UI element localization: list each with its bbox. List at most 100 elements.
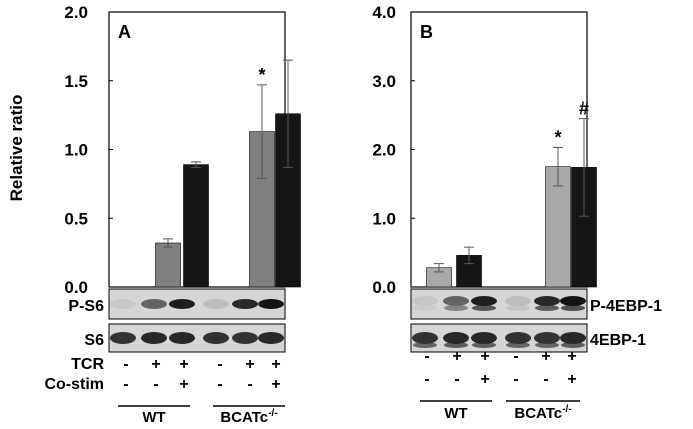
blot-band xyxy=(141,332,167,344)
western-blot-s6 xyxy=(108,323,286,353)
y-tick-label: 1.0 xyxy=(64,141,88,160)
y-tick-label: 3.0 xyxy=(372,72,396,91)
blot-band xyxy=(506,342,530,348)
condition-sign: + xyxy=(271,376,280,393)
blot-band xyxy=(444,305,468,311)
blot-band xyxy=(203,332,229,344)
plot-frame xyxy=(410,11,588,288)
y-tick-label: 0.0 xyxy=(372,278,396,297)
blot-band xyxy=(258,299,284,309)
blot-band xyxy=(203,299,229,309)
blot-band xyxy=(561,342,585,348)
blot-band xyxy=(535,305,559,311)
condition-sign: + xyxy=(541,348,550,365)
bar xyxy=(545,166,571,288)
condition-sign: - xyxy=(513,371,518,388)
condition-sign: - xyxy=(543,371,548,388)
group-label-ko-text: BCATc xyxy=(220,409,268,426)
blot-label-s6: S6 xyxy=(84,332,104,349)
condition-sign: - xyxy=(247,376,252,393)
blot-band xyxy=(505,296,531,306)
blot-band xyxy=(413,305,437,311)
condition-sign: - xyxy=(513,348,518,365)
tcr-label: TCR xyxy=(71,356,104,373)
blot-band xyxy=(534,296,560,306)
condition-sign: + xyxy=(179,356,188,373)
condition-sign: + xyxy=(452,348,461,365)
condition-sign: - xyxy=(217,356,222,373)
condition-signs: - + + - + + - - + - - + xyxy=(123,356,280,393)
blot-band xyxy=(443,296,469,306)
western-blot-p-s6 xyxy=(108,288,286,320)
western-blot-4ebp-1 xyxy=(410,323,588,353)
y-tick-label: 0.0 xyxy=(64,278,88,297)
blot-band xyxy=(561,305,585,311)
blot-band xyxy=(560,296,586,306)
condition-sign: + xyxy=(245,356,254,373)
bar xyxy=(183,164,209,288)
y-axis-label: Relative ratio xyxy=(7,95,26,202)
condition-signs: - + + - + + - - + - - + xyxy=(424,348,576,388)
panel-b: 0.0 1.0 2.0 3.0 4.0 B *# P-4EBP-1 4EBP-1 - + +… xyxy=(372,3,662,422)
blot-band xyxy=(169,299,195,309)
y-tick-label: 2.0 xyxy=(64,3,88,22)
significance-mark: * xyxy=(258,65,265,85)
condition-sign: - xyxy=(424,371,429,388)
western-blot-p-4ebp-1 xyxy=(410,288,588,320)
blot-band xyxy=(535,342,559,348)
blot-band xyxy=(506,305,530,311)
blot-band xyxy=(443,332,469,344)
y-tick-label: 2.0 xyxy=(372,141,396,160)
panel-label: B xyxy=(420,22,433,42)
group-label-ko: BCATc-/- xyxy=(220,408,277,426)
blot-label-p-s6: P-S6 xyxy=(68,298,104,315)
significance-mark: * xyxy=(554,127,561,147)
y-tick-label: 0.5 xyxy=(64,209,88,228)
y-tick-labels: 0.0 0.5 1.0 1.5 2.0 xyxy=(64,3,113,297)
blot-band xyxy=(258,332,284,344)
blot-band xyxy=(412,296,438,306)
group-label-ko-superscript: -/- xyxy=(268,408,277,419)
blot-band xyxy=(169,332,195,344)
condition-sign: + xyxy=(480,348,489,365)
condition-sign: + xyxy=(151,356,160,373)
blot-label-p-4ebp-1: P-4EBP-1 xyxy=(590,298,662,315)
group-label-wt: WT xyxy=(142,409,165,426)
group-label-ko-superscript: -/- xyxy=(562,404,571,415)
condition-sign: + xyxy=(271,356,280,373)
blot-band xyxy=(534,332,560,344)
blot-band xyxy=(232,299,258,309)
group-label-ko: BCATc-/- xyxy=(514,404,571,422)
y-tick-label: 1.0 xyxy=(372,209,396,228)
y-tick-label: 4.0 xyxy=(372,3,396,22)
blot-band xyxy=(232,332,258,344)
blot-band xyxy=(560,332,586,344)
bar xyxy=(155,242,181,288)
condition-sign: - xyxy=(123,356,128,373)
y-tick-label: 1.5 xyxy=(64,72,88,91)
blot-label-4ebp-1: 4EBP-1 xyxy=(590,332,646,349)
panel-a: Relative ratio 0.00.51.01.52.0 A * P-S6 … xyxy=(7,3,301,426)
blot-band xyxy=(472,305,496,311)
group-label-ko-text: BCATc xyxy=(514,405,562,422)
condition-sign: - xyxy=(217,376,222,393)
bars: * xyxy=(155,59,301,288)
blot-band xyxy=(412,332,438,344)
panel-label: A xyxy=(118,22,131,42)
condition-sign: - xyxy=(454,371,459,388)
y-tick-labels: 0.0 1.0 2.0 3.0 4.0 xyxy=(372,3,415,297)
blot-strip xyxy=(410,288,588,320)
condition-sign: + xyxy=(179,376,188,393)
blot-band xyxy=(110,332,136,344)
costim-label: Co-stim xyxy=(44,376,104,393)
condition-sign: - xyxy=(424,348,429,365)
group-label-wt: WT xyxy=(444,405,467,422)
blot-band xyxy=(505,332,531,344)
blot-band xyxy=(472,342,496,348)
condition-sign: + xyxy=(567,371,576,388)
condition-sign: - xyxy=(123,376,128,393)
blot-band xyxy=(444,342,468,348)
bars: *# xyxy=(426,99,597,288)
blot-band xyxy=(471,332,497,344)
